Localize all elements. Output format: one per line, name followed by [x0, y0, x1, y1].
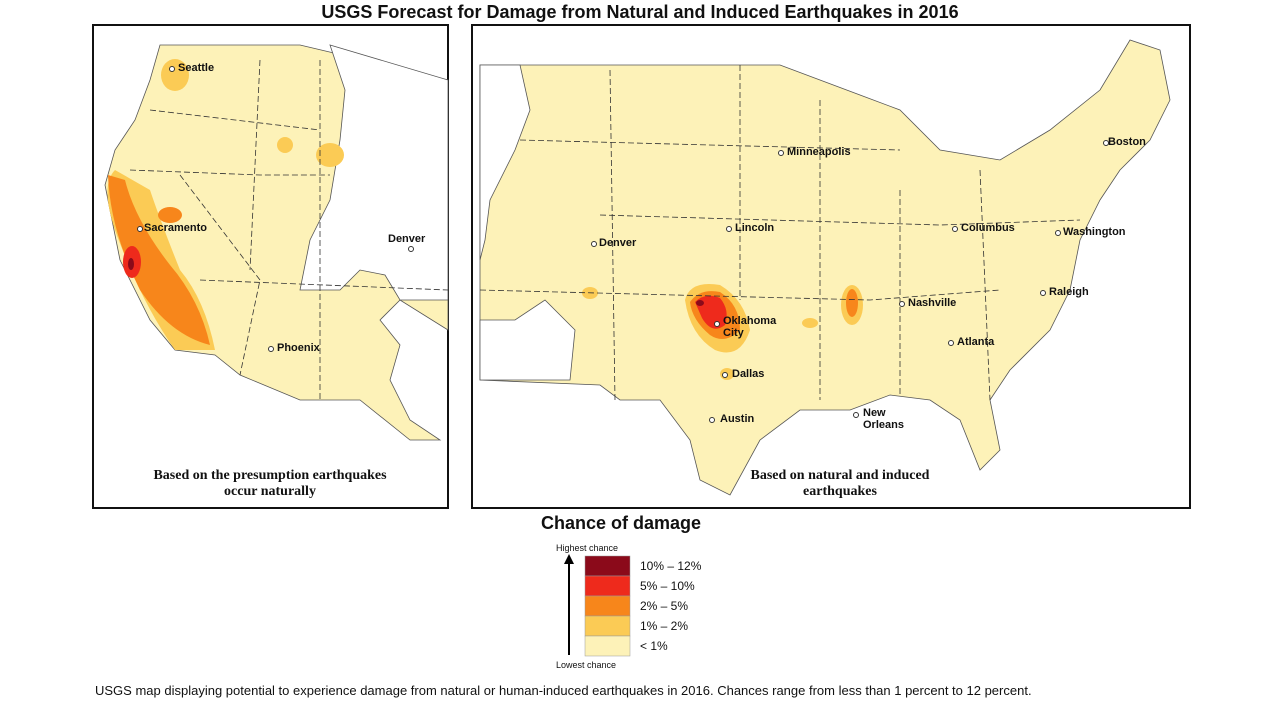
uncovered-region	[479, 64, 531, 261]
city-dot	[899, 301, 905, 307]
city-label: Lincoln	[735, 222, 775, 234]
city-label: New Orleans	[863, 407, 904, 431]
city-dot	[137, 226, 143, 232]
hazard-zone	[696, 300, 704, 306]
city-label: Dallas	[732, 368, 765, 380]
legend-swatch	[584, 575, 631, 597]
city-label: Denver	[599, 237, 637, 249]
legend-label: 2% – 5%	[640, 599, 689, 613]
city-dots	[137, 66, 1109, 423]
hazard-zone	[802, 318, 818, 328]
city-dot	[714, 321, 720, 327]
legend-swatch	[584, 635, 631, 657]
legend-swatch	[584, 595, 631, 617]
uncovered-region	[299, 44, 449, 301]
hazard-zone	[161, 59, 189, 91]
city-dot	[1055, 230, 1061, 236]
hazard-zone	[277, 137, 293, 153]
hazard-zone	[316, 143, 344, 167]
hazard-zone	[158, 207, 182, 223]
panel-caption: Based on the presumption earthquakes occ…	[153, 468, 387, 499]
legend-swatch	[584, 615, 631, 637]
hazard-zone	[128, 258, 134, 270]
city-dot	[408, 246, 414, 252]
legend-swatch	[584, 555, 631, 577]
panel-caption: Based on natural and induced earthquakes	[750, 468, 930, 499]
legend-label: < 1%	[640, 639, 668, 653]
legend-label: 1% – 2%	[640, 619, 689, 633]
legend	[584, 555, 631, 657]
city-dot	[1040, 290, 1046, 296]
us-region	[479, 39, 1171, 496]
hazard-zone	[108, 175, 210, 345]
city-dot	[1103, 140, 1109, 146]
uncovered-region	[479, 299, 576, 381]
legend-top: Highest chance	[556, 543, 619, 553]
legend-arrowhead	[564, 554, 574, 564]
city-dot	[169, 66, 175, 72]
state-borders	[129, 59, 449, 400]
state-borders	[479, 65, 1081, 401]
city-label: Washington	[1063, 226, 1126, 238]
city-label: Raleigh	[1049, 286, 1089, 298]
legend-bottom: Lowest chance	[556, 660, 617, 670]
city-label: Atlanta	[957, 336, 995, 348]
city-dot	[948, 340, 954, 346]
city-dot	[853, 412, 859, 418]
city-label: Boston	[1108, 136, 1146, 148]
city-label: Columbus	[961, 222, 1015, 234]
city-label: Phoenix	[277, 342, 320, 354]
city-label: Minneapolis	[787, 146, 851, 158]
city-dot	[952, 226, 958, 232]
city-label: Nashville	[908, 297, 957, 309]
hazard-zone	[846, 289, 858, 317]
city-dot	[722, 372, 728, 378]
city-dot	[726, 226, 732, 232]
legend-label: 10% – 12%	[640, 559, 702, 573]
city-dot	[709, 417, 715, 423]
legend-label: 5% – 10%	[640, 579, 695, 593]
city-dot	[268, 346, 274, 352]
city-label: Oklahoma City	[723, 315, 777, 339]
city-dot	[778, 150, 784, 156]
city-dot	[591, 241, 597, 247]
city-label: Denver	[388, 233, 426, 245]
footer-caption: USGS map displaying potential to experie…	[95, 683, 1032, 698]
city-label: Seattle	[178, 62, 215, 74]
legend-title: Chance of damage	[541, 513, 702, 533]
city-label: Austin	[720, 413, 755, 425]
city-label: Sacramento	[144, 222, 207, 234]
title: USGS Forecast for Damage from Natural an…	[321, 2, 959, 22]
